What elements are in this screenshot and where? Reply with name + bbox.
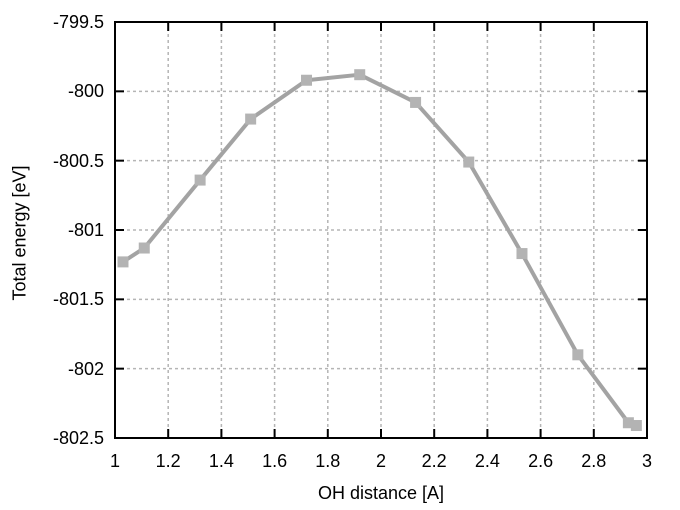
data-point-marker [245, 113, 257, 125]
y-tick-label: -800.5 [52, 150, 104, 171]
y-tick-label: -802.5 [52, 428, 104, 448]
y-tick-label: -800 [67, 81, 104, 102]
y-axis-title: Total energy [eV] [9, 165, 30, 301]
data-point-marker [516, 248, 528, 260]
y-tick-label: -801 [67, 220, 104, 240]
x-tick-label: 2.8 [581, 451, 607, 471]
x-tick-label: 1.4 [208, 451, 234, 471]
x-tick-label: 1.2 [155, 451, 181, 471]
data-point-marker [354, 69, 366, 81]
data-point-marker [622, 417, 634, 429]
data-point-marker [194, 174, 206, 186]
x-tick-label: 1.6 [262, 451, 288, 471]
y-tick-label: -802 [67, 358, 104, 379]
data-point-marker [117, 256, 129, 268]
y-tick-label: -801.5 [52, 289, 104, 310]
x-tick-label: 2.4 [474, 451, 500, 471]
x-tick-label: 2.2 [421, 451, 447, 471]
x-tick-label: 2 [375, 451, 387, 471]
x-axis-title: OH distance [A] [317, 483, 445, 503]
y-tick-label: -799.5 [52, 12, 104, 32]
x-tick-label: 1.8 [315, 451, 341, 471]
x-tick-label: 3 [641, 451, 653, 471]
data-point-marker [138, 242, 150, 254]
data-point-marker [463, 156, 475, 168]
data-point-marker [630, 420, 642, 432]
x-tick-label: 2.6 [528, 451, 554, 471]
data-point-marker [410, 96, 422, 108]
x-tick-label: 1 [109, 451, 121, 471]
data-point-marker [301, 74, 313, 86]
data-point-marker [572, 349, 584, 361]
data-line [121, 72, 638, 428]
